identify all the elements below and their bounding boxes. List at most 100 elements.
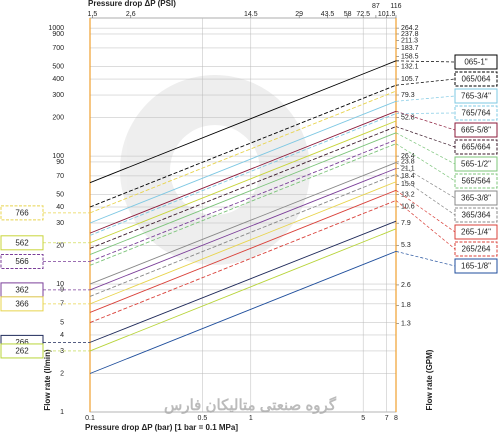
legend-box [454, 156, 498, 172]
y-tick-label: 10 [56, 281, 64, 288]
y2-tick-label: 237.8 [401, 31, 419, 38]
legend-label: 565-1/2" [461, 160, 491, 169]
y2-tick-label: 52.8 [401, 114, 415, 121]
x2-tick-label: 116 [390, 3, 401, 10]
y2-tick-label: 211.3 [401, 37, 418, 44]
legend-box [454, 258, 498, 274]
legend-box [454, 224, 498, 240]
x2-tick-label: 14.5 [244, 11, 258, 18]
y2-tick-label: 5.3 [401, 242, 411, 249]
leader-line [395, 143, 456, 182]
y-tick-label: 3 [60, 348, 64, 355]
legend-label: 665/664 [462, 143, 491, 152]
y2-tick-label: 158.5 [401, 53, 419, 60]
y-tick-label: 900 [52, 31, 64, 38]
leader-line [395, 200, 456, 250]
series-line [89, 228, 397, 352]
legend-box [0, 205, 44, 221]
legend-label: 362 [15, 286, 29, 295]
y-tick-label: 1000 [48, 25, 64, 32]
series-line [89, 126, 397, 249]
y2-tick-label: 26.4 [401, 153, 415, 160]
y2-tick-label: 264.2 [401, 25, 419, 32]
y-tick-label: 9 [60, 287, 64, 294]
x-tick-label: 7 [385, 415, 389, 422]
x2-tick-label: 101.5 [378, 11, 396, 18]
x-tick-label: 1 [249, 415, 253, 422]
legend-box [454, 54, 498, 70]
legend-label: 265-1/4" [461, 228, 491, 237]
y-tick-label: 4 [60, 332, 64, 339]
x2-tick-label: 2.6 [126, 11, 136, 18]
x-tick-label: 8 [394, 415, 398, 422]
series-line [89, 132, 397, 255]
y2-tick-label: 7.9 [401, 220, 411, 227]
series-line [89, 100, 397, 224]
watermark-text: گروه صنعتی متالیکان فارس [164, 396, 337, 414]
y2-tick-label: 15.9 [401, 181, 415, 188]
series-line [89, 220, 397, 343]
legend-label: 065/064 [462, 75, 491, 84]
legend-box [454, 190, 498, 206]
series-line [89, 189, 397, 313]
y-tick-label: 30 [56, 220, 64, 227]
legend-label: 566 [15, 257, 29, 266]
watermark-gear [120, 75, 310, 265]
legend-label: 065-1" [464, 58, 487, 67]
leader-line [395, 190, 456, 233]
y-tick-label: 50 [56, 191, 64, 198]
y-tick-label: 300 [52, 92, 64, 99]
legend-label: 266 [15, 338, 29, 347]
series-line [89, 120, 397, 244]
series-line [89, 110, 397, 234]
x-tick-label: 0.1 [85, 415, 95, 422]
y2-tick-label: 132.1 [401, 63, 419, 70]
series-line [89, 139, 397, 262]
x2-tick-label: 72.5 [356, 11, 370, 18]
series-line [89, 84, 397, 208]
legend-box [0, 296, 44, 312]
y-tick-label: 7 [60, 301, 64, 308]
y-tick-label: 1 [60, 409, 64, 416]
leader-line [395, 110, 456, 131]
legend-label: 365-3/8" [461, 194, 491, 203]
y2-tick-label: 183.7 [401, 45, 419, 52]
y-tick-label: 500 [52, 63, 64, 70]
series-line [89, 250, 397, 374]
series-line [89, 143, 397, 266]
x2-tick-label: 43.5 [321, 11, 335, 18]
y2-tick-label: 23.8 [401, 159, 415, 166]
series-line [89, 181, 397, 305]
x2-tick-label: 58 [344, 11, 352, 18]
legend-label: 265/264 [462, 245, 491, 254]
legend-label: 765/764 [462, 109, 491, 118]
y-tick-label: 90 [56, 159, 64, 166]
x2-tick-label: 1.5 [88, 11, 98, 18]
legend-label: 165-1/8" [461, 262, 491, 271]
y-tick-label: 200 [52, 114, 64, 121]
leader-line [395, 126, 456, 148]
x-axis-title: Pressure drop ΔP (bar) [1 bar = 0.1 MPa] [85, 423, 238, 432]
y-tick-label: 400 [52, 76, 64, 83]
leader-line [395, 132, 456, 165]
legend-label: 565/564 [462, 177, 491, 186]
y2-tick-label: 10.6 [401, 204, 415, 211]
x2-tick-label: 87 [372, 3, 380, 10]
y-tick-label: 70 [56, 173, 64, 180]
legend-box [0, 254, 44, 270]
legend-box [0, 343, 44, 359]
series-line [89, 168, 397, 291]
legend-box [454, 207, 498, 223]
series-line [89, 60, 397, 184]
y2-tick-label: 2.6 [401, 282, 411, 289]
legend-label: 766 [15, 208, 29, 217]
y2-axis-title: Flow rate (GPM) [425, 349, 434, 410]
legend-box [454, 173, 498, 189]
legend-box [0, 235, 44, 251]
legend-label: 665-5/8" [461, 126, 491, 135]
legend-box [454, 105, 498, 121]
y2-tick-label: 13.2 [401, 191, 415, 198]
y2-tick-label: 79.3 [401, 92, 415, 99]
legend-box [454, 88, 498, 104]
y-tick-label: 5 [60, 319, 64, 326]
